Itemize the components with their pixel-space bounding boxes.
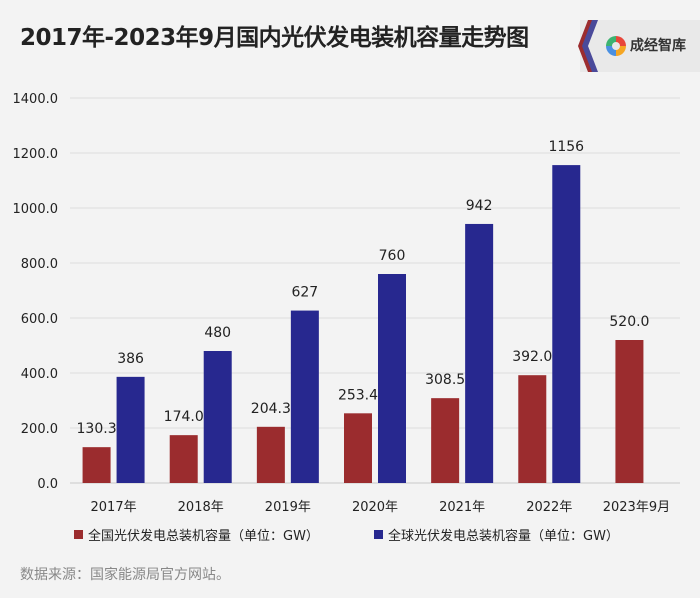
bar-global bbox=[378, 274, 406, 483]
brand-logo-icon bbox=[606, 36, 626, 56]
bar-domestic bbox=[256, 426, 285, 483]
y-tick-label: 400.0 bbox=[21, 367, 58, 382]
legend-swatch-global bbox=[374, 530, 383, 539]
data-label: 308.5 bbox=[425, 372, 465, 388]
data-label: 253.4 bbox=[338, 387, 378, 403]
x-category-label: 2019年 bbox=[265, 500, 311, 515]
y-tick-label: 600.0 bbox=[21, 312, 58, 327]
data-label: 392.0 bbox=[512, 349, 552, 365]
data-label: 480 bbox=[204, 325, 231, 341]
data-label: 174.0 bbox=[164, 409, 204, 425]
chart-title: 2017年-2023年9月国内光伏发电装机容量走势图 bbox=[20, 25, 529, 51]
x-category-label: 2022年 bbox=[526, 500, 572, 515]
bar-domestic bbox=[344, 413, 372, 483]
legend-swatch-domestic bbox=[74, 530, 83, 539]
source-note: 数据来源：国家能源局官方网站。 bbox=[20, 567, 230, 583]
y-tick-label: 1000.0 bbox=[13, 202, 59, 217]
chevron-decoration-icon bbox=[578, 20, 598, 72]
data-label: 760 bbox=[379, 248, 406, 264]
bar-global bbox=[552, 165, 581, 483]
bar-domestic bbox=[518, 375, 547, 483]
bar-global bbox=[290, 310, 319, 483]
legend-label-domestic: 全国光伏发电总装机容量（单位：GW） bbox=[88, 528, 319, 544]
data-label: 520.0 bbox=[609, 314, 649, 330]
bar-domestic bbox=[431, 398, 460, 483]
y-tick-label: 200.0 bbox=[21, 422, 58, 437]
data-label: 204.3 bbox=[251, 401, 291, 417]
bar-chart: 0.0 200.0 400.0 600.0 800.0 1000.0 1200.0 1400.… bbox=[13, 92, 680, 544]
bar-global bbox=[203, 351, 232, 483]
brand-badge: 成经智库 bbox=[578, 20, 700, 72]
y-tick-label: 0.0 bbox=[37, 477, 58, 492]
legend-label-global: 全球光伏发电总装机容量（单位：GW） bbox=[388, 528, 619, 544]
bar-domestic bbox=[169, 435, 198, 483]
data-label: 1156 bbox=[548, 139, 584, 155]
bar-domestic bbox=[82, 447, 111, 483]
x-category-label: 2021年 bbox=[439, 500, 485, 515]
data-label: 130.3 bbox=[77, 421, 117, 437]
brand-name: 成经智库 bbox=[630, 38, 686, 54]
bar-domestic bbox=[615, 340, 644, 483]
x-category-label: 2020年 bbox=[352, 500, 398, 515]
x-category-label: 2017年 bbox=[91, 500, 137, 515]
bar-global bbox=[465, 223, 494, 483]
y-tick-label: 800.0 bbox=[21, 257, 58, 272]
x-category-label: 2018年 bbox=[178, 500, 224, 515]
y-tick-label: 1200.0 bbox=[13, 147, 59, 162]
data-label: 627 bbox=[291, 285, 318, 301]
data-label: 942 bbox=[466, 198, 493, 214]
y-tick-label: 1400.0 bbox=[13, 92, 59, 107]
x-category-label: 2023年9月 bbox=[603, 500, 670, 515]
bar-global bbox=[116, 376, 145, 483]
data-label: 386 bbox=[117, 351, 144, 367]
